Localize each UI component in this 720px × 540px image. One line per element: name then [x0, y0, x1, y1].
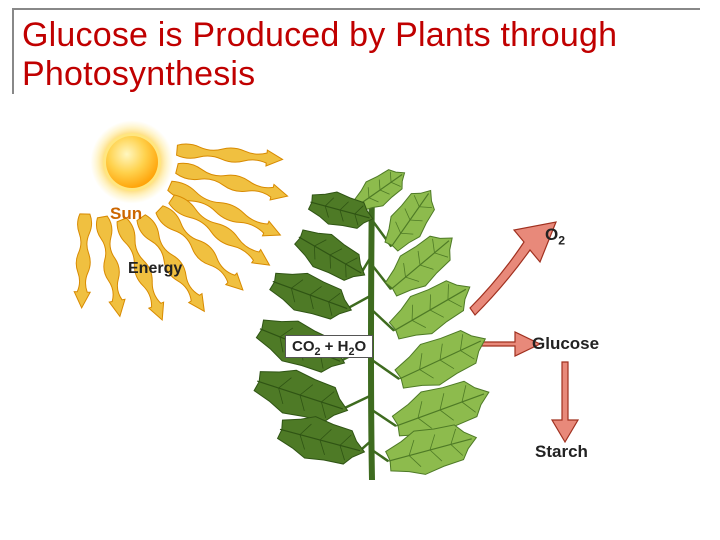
co2-h2o-label: CO2 + H2O	[285, 335, 373, 358]
title-bar: Glucose is Produced by Plants through Ph…	[12, 8, 700, 94]
starch-label: Starch	[535, 442, 588, 462]
o2-label: O2	[545, 225, 565, 245]
arrow-starch	[552, 362, 578, 442]
arrow-o2	[470, 222, 556, 315]
sun-label: Sun	[110, 204, 142, 224]
co2-text: CO2 + H2O	[292, 338, 366, 355]
glucose-label: Glucose	[532, 334, 599, 354]
sun-core	[106, 136, 158, 188]
sun-glow	[90, 120, 174, 204]
photosynthesis-diagram: Sun Energy CO2 + H2O O2 Glucose Starch	[40, 110, 660, 510]
energy-label: Energy	[128, 260, 182, 278]
sun	[90, 120, 174, 204]
page-title: Glucose is Produced by Plants through Ph…	[22, 16, 700, 94]
plant-stem	[371, 180, 372, 480]
